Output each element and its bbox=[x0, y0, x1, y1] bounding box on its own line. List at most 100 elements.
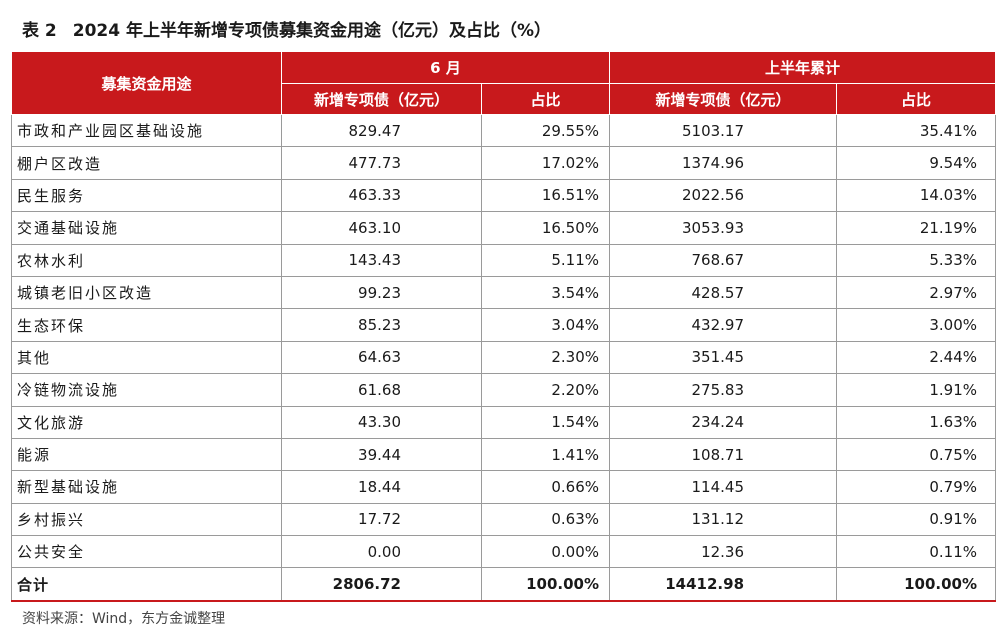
table-row: 乡村振兴 17.72 0.63% 131.12 0.91% bbox=[11, 503, 997, 537]
h1-amount: 1374.96 bbox=[609, 146, 838, 180]
h1-share: 0.75% bbox=[836, 438, 997, 472]
june-amount: 463.33 bbox=[281, 179, 482, 213]
june-amount: 18.44 bbox=[281, 470, 482, 504]
table-row: 能源 39.44 1.41% 108.71 0.75% bbox=[11, 438, 997, 472]
header-june-share: 占比 bbox=[480, 83, 611, 115]
june-amount: 829.47 bbox=[281, 114, 482, 148]
table-row: 新型基础设施 18.44 0.66% 114.45 0.79% bbox=[11, 470, 997, 504]
row-name: 棚户区改造 bbox=[11, 146, 282, 180]
june-share: 16.51% bbox=[481, 179, 611, 213]
h1-share: 21.19% bbox=[836, 211, 997, 245]
june-amount: 85.23 bbox=[281, 308, 482, 342]
total-name: 合计 bbox=[11, 567, 282, 602]
june-amount: 477.73 bbox=[281, 146, 482, 180]
h1-amount: 432.97 bbox=[609, 308, 838, 342]
june-share: 0.63% bbox=[481, 503, 611, 537]
total-h1-amount: 14412.98 bbox=[609, 567, 838, 602]
header-h1-amount: 新增专项债（亿元） bbox=[609, 83, 838, 115]
table-row: 公共安全 0.00 0.00% 12.36 0.11% bbox=[11, 535, 997, 569]
header-group-june: 6 月 bbox=[280, 51, 611, 84]
h1-amount: 351.45 bbox=[609, 341, 838, 375]
row-name: 公共安全 bbox=[11, 535, 282, 569]
h1-share: 0.91% bbox=[836, 503, 997, 537]
table-body: 市政和产业园区基础设施 829.47 29.55% 5103.17 35.41%… bbox=[11, 114, 997, 602]
h1-amount: 275.83 bbox=[609, 373, 838, 407]
row-name: 乡村振兴 bbox=[11, 503, 282, 537]
table-row: 生态环保 85.23 3.04% 432.97 3.00% bbox=[11, 308, 997, 342]
row-name: 能源 bbox=[11, 438, 282, 472]
june-share: 1.54% bbox=[481, 406, 611, 439]
h1-amount: 5103.17 bbox=[609, 114, 838, 148]
june-share: 2.30% bbox=[481, 341, 611, 375]
row-name: 冷链物流设施 bbox=[11, 373, 282, 407]
table-row: 文化旅游 43.30 1.54% 234.24 1.63% bbox=[11, 406, 997, 439]
row-name: 其他 bbox=[11, 341, 282, 375]
june-amount: 463.10 bbox=[281, 211, 482, 245]
june-share: 3.04% bbox=[481, 308, 611, 342]
table-row: 冷链物流设施 61.68 2.20% 275.83 1.91% bbox=[11, 373, 997, 407]
row-name: 城镇老旧小区改造 bbox=[11, 276, 282, 310]
june-amount: 43.30 bbox=[281, 406, 482, 439]
h1-share: 0.11% bbox=[836, 535, 997, 569]
table-row: 市政和产业园区基础设施 829.47 29.55% 5103.17 35.41% bbox=[11, 114, 997, 148]
h1-share: 9.54% bbox=[836, 146, 997, 180]
row-name: 交通基础设施 bbox=[11, 211, 282, 245]
june-share: 0.66% bbox=[481, 470, 611, 504]
total-june-share: 100.00% bbox=[481, 567, 611, 602]
table-row: 民生服务 463.33 16.51% 2022.56 14.03% bbox=[11, 179, 997, 213]
table-row: 棚户区改造 477.73 17.02% 1374.96 9.54% bbox=[11, 146, 997, 180]
h1-amount: 2022.56 bbox=[609, 179, 838, 213]
h1-amount: 428.57 bbox=[609, 276, 838, 310]
h1-amount: 768.67 bbox=[609, 244, 838, 277]
row-name: 民生服务 bbox=[11, 179, 282, 213]
june-amount: 61.68 bbox=[281, 373, 482, 407]
june-share: 29.55% bbox=[481, 114, 611, 148]
source-note: 资料来源：Wind，东方金诚整理 bbox=[22, 611, 226, 627]
h1-amount: 108.71 bbox=[609, 438, 838, 472]
june-share: 3.54% bbox=[481, 276, 611, 310]
h1-share: 2.44% bbox=[836, 341, 997, 375]
header-june-amount: 新增专项债（亿元） bbox=[281, 83, 482, 115]
h1-share: 35.41% bbox=[836, 114, 997, 148]
june-share: 16.50% bbox=[481, 211, 611, 245]
h1-amount: 3053.93 bbox=[609, 211, 838, 245]
total-june-amount: 2806.72 bbox=[281, 567, 482, 602]
header-category: 募集资金用途 bbox=[11, 51, 282, 115]
june-share: 0.00% bbox=[481, 535, 611, 569]
table-row: 农林水利 143.43 5.11% 768.67 5.33% bbox=[11, 244, 997, 277]
june-share: 1.41% bbox=[481, 438, 611, 472]
h1-share: 5.33% bbox=[836, 244, 997, 277]
june-amount: 0.00 bbox=[281, 535, 482, 569]
table-row: 其他 64.63 2.30% 351.45 2.44% bbox=[11, 341, 997, 375]
row-name: 农林水利 bbox=[11, 244, 282, 277]
june-share: 2.20% bbox=[481, 373, 611, 407]
row-name: 市政和产业园区基础设施 bbox=[11, 114, 282, 148]
june-share: 17.02% bbox=[481, 146, 611, 180]
row-name: 文化旅游 bbox=[11, 406, 282, 439]
h1-amount: 234.24 bbox=[609, 406, 838, 439]
h1-share: 1.91% bbox=[836, 373, 997, 407]
row-name: 新型基础设施 bbox=[11, 470, 282, 504]
h1-amount: 114.45 bbox=[609, 470, 838, 504]
june-amount: 143.43 bbox=[281, 244, 482, 277]
total-row: 合计 2806.72 100.00% 14412.98 100.00% bbox=[11, 567, 997, 602]
header-group-h1: 上半年累计 bbox=[609, 51, 997, 84]
h1-amount: 131.12 bbox=[609, 503, 838, 537]
header-h1-share: 占比 bbox=[836, 83, 997, 115]
june-share: 5.11% bbox=[481, 244, 611, 277]
h1-amount: 12.36 bbox=[609, 535, 838, 569]
h1-share: 3.00% bbox=[836, 308, 997, 342]
bond-usage-table: 募集资金用途 6 月 上半年累计 新增专项债（亿元） 占比 新增专项债（亿元） … bbox=[11, 51, 997, 602]
h1-share: 1.63% bbox=[836, 406, 997, 439]
table-row: 城镇老旧小区改造 99.23 3.54% 428.57 2.97% bbox=[11, 276, 997, 310]
table-number: 表 2 bbox=[22, 21, 57, 41]
row-name: 生态环保 bbox=[11, 308, 282, 342]
table-row: 交通基础设施 463.10 16.50% 3053.93 21.19% bbox=[11, 211, 997, 245]
total-h1-share: 100.00% bbox=[836, 567, 997, 602]
june-amount: 99.23 bbox=[281, 276, 482, 310]
june-amount: 64.63 bbox=[281, 341, 482, 375]
h1-share: 2.97% bbox=[836, 276, 997, 310]
june-amount: 39.44 bbox=[281, 438, 482, 472]
table-title-text: 2024 年上半年新增专项债募集资金用途（亿元）及占比（%） bbox=[72, 21, 552, 41]
table-title: 表 2 2024 年上半年新增专项债募集资金用途（亿元）及占比（%） bbox=[22, 16, 551, 41]
